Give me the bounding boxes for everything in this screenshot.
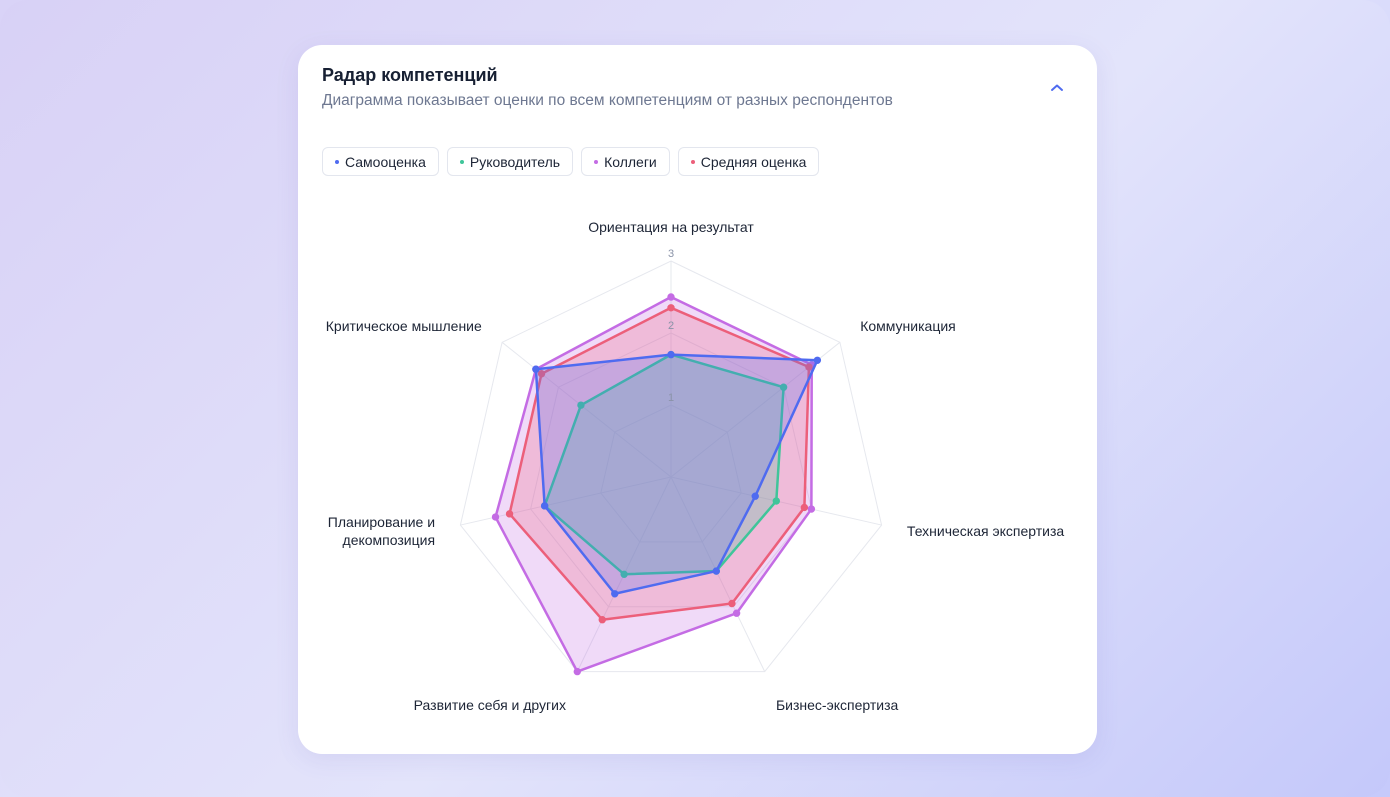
data-point — [779, 383, 788, 391]
data-point — [667, 293, 675, 301]
data-point — [813, 356, 822, 364]
grid-ring — [600, 404, 742, 543]
data-point — [540, 502, 549, 510]
axis-label: Планирование и декомпозиция — [328, 514, 435, 548]
axis-label: Техническая экспертиза — [907, 523, 1064, 539]
tick-label: 1 — [668, 392, 674, 404]
data-point — [611, 590, 619, 598]
series-area — [494, 295, 813, 673]
radar-card: Радар компетенций Диаграмма показывает о… — [298, 45, 1097, 754]
tick-label: 2 — [668, 320, 674, 332]
data-point — [805, 363, 813, 371]
legend: Самооценка Руководитель Коллеги Средняя … — [322, 147, 820, 176]
legend-item-colleagues[interactable]: Коллеги — [581, 147, 670, 176]
series-area — [543, 353, 785, 576]
data-point — [573, 667, 581, 676]
data-point — [712, 567, 720, 575]
data-point — [537, 370, 546, 378]
legend-dot — [690, 159, 695, 164]
grid-spoke — [501, 341, 672, 478]
series-area — [508, 306, 811, 621]
axis-label: Бизнес-экспертиза — [776, 697, 899, 713]
data-point — [620, 570, 628, 579]
legend-item-average[interactable]: Средняя оценка — [677, 147, 820, 176]
data-point — [732, 609, 741, 617]
legend-label: Самооценка — [345, 153, 426, 170]
data-point — [728, 599, 736, 608]
legend-dot — [594, 159, 599, 164]
data-point — [807, 505, 816, 513]
axis-label: Критическое мышление — [326, 318, 482, 334]
tick-label: 3 — [668, 248, 674, 260]
data-point — [491, 513, 500, 521]
data-point — [577, 401, 585, 409]
grid-ring — [459, 260, 883, 673]
chevron-up-icon — [1051, 84, 1063, 91]
data-point — [598, 616, 606, 624]
data-point — [800, 503, 809, 512]
legend-dot — [335, 159, 339, 164]
data-point — [505, 510, 514, 518]
axis-label: Коммуникация — [860, 318, 956, 334]
data-point — [532, 365, 540, 373]
data-point — [667, 350, 675, 359]
legend-dot — [459, 159, 464, 164]
axis-label: Развитие себя и других — [414, 697, 566, 713]
legend-item-manager[interactable]: Руководитель — [446, 147, 574, 176]
radar-chart: 1 2 3 Ориентация на результат Коммуникация Те… — [326, 219, 1065, 713]
data-point — [772, 497, 780, 505]
legend-label: Средняя оценка — [700, 153, 807, 170]
axis-label: Ориентация на результат — [588, 219, 754, 235]
legend-label: Руководитель — [469, 153, 561, 170]
grid-ring — [530, 332, 812, 608]
card-subtitle: Диаграмма показывает оценки по всем комп… — [322, 92, 893, 109]
legend-label: Коллеги — [604, 153, 657, 170]
series-area — [534, 353, 819, 596]
legend-item-self[interactable]: Самооценка — [322, 147, 439, 176]
data-point — [751, 492, 759, 500]
collapse-button[interactable] — [1044, 75, 1070, 101]
card-title: Радар компетенций — [322, 65, 498, 85]
data-point — [667, 304, 675, 312]
